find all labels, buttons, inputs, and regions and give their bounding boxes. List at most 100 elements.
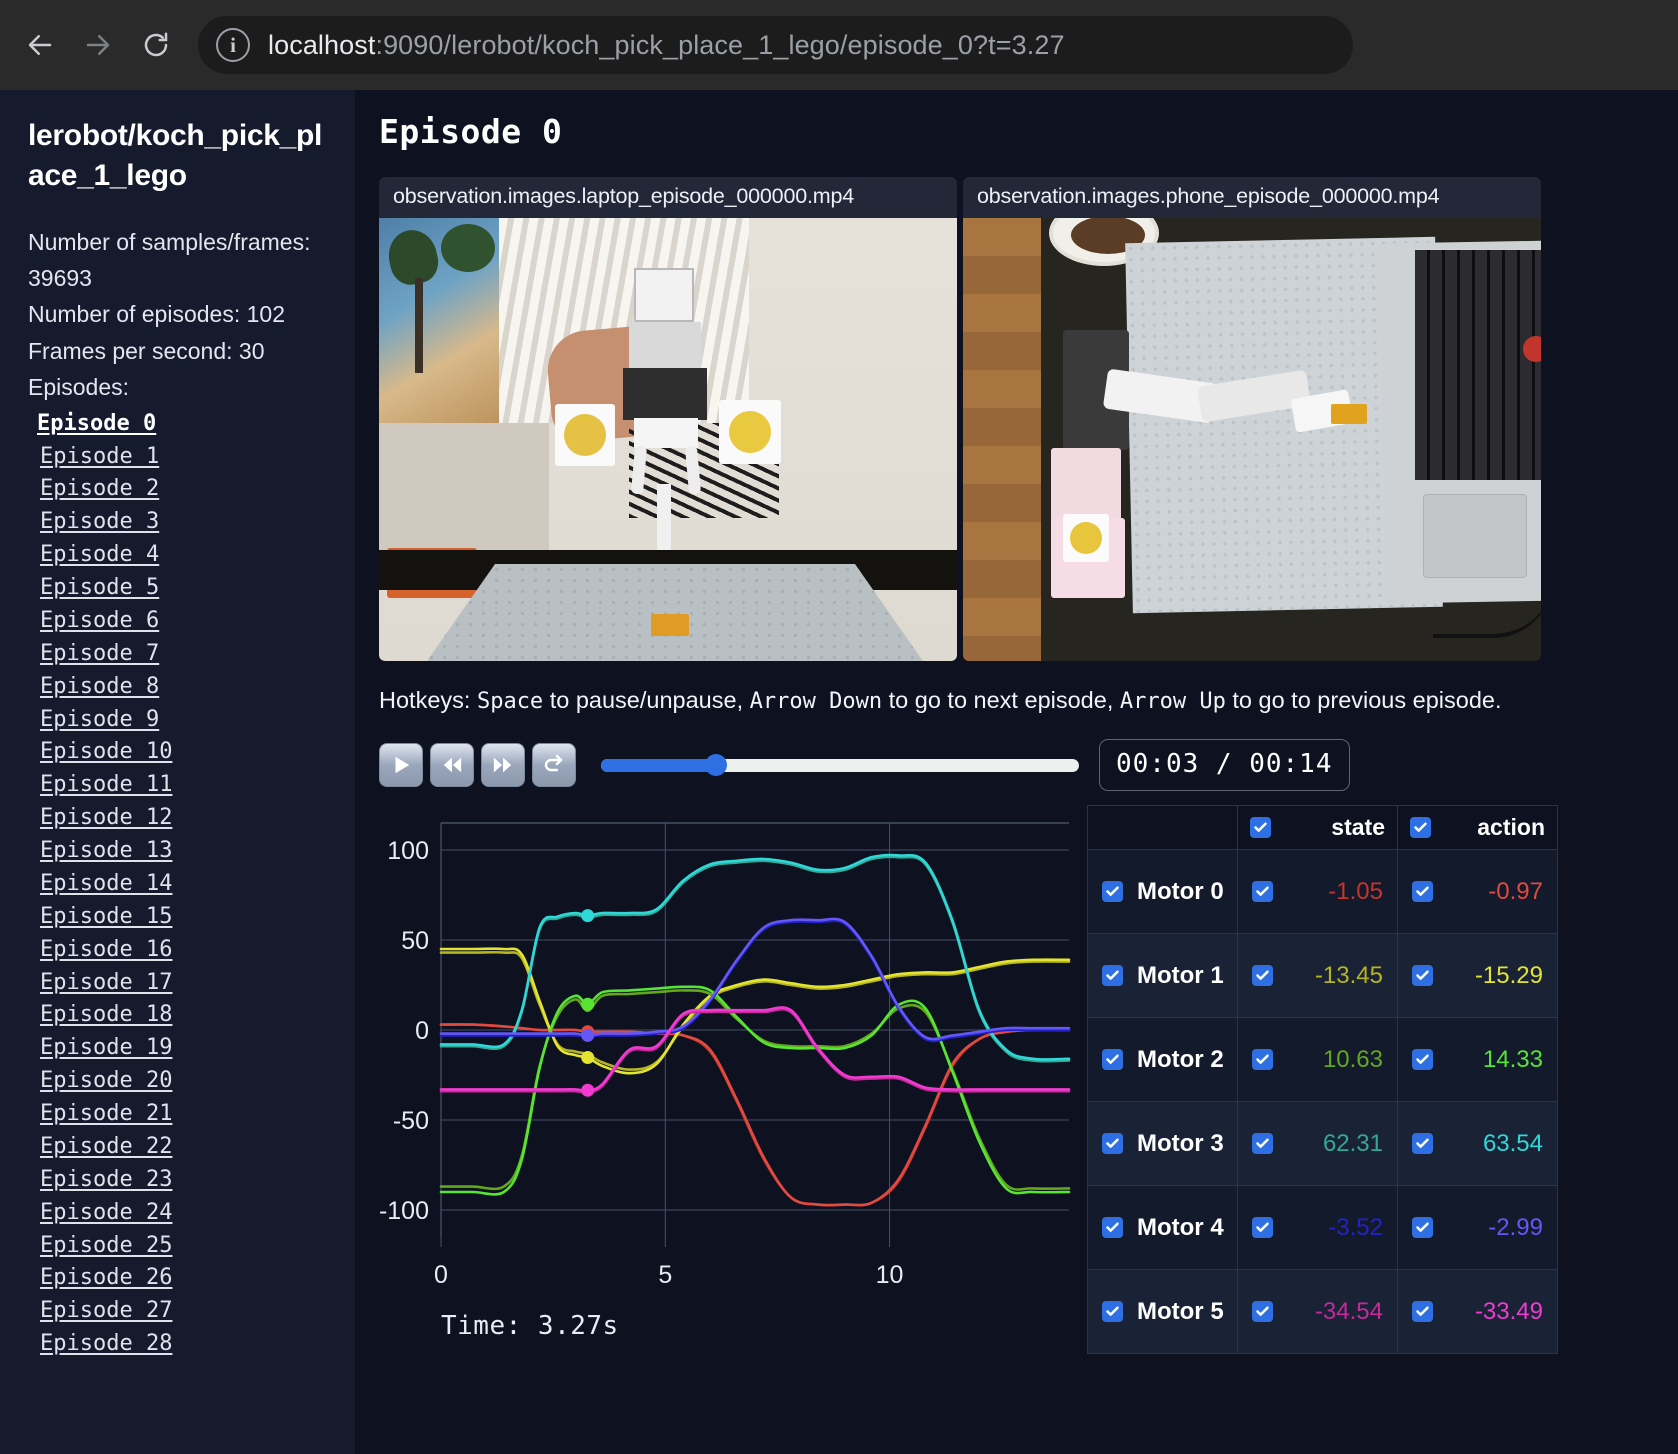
cell-motor-state[interactable]: 10.63	[1237, 1017, 1398, 1102]
cell-motor-action[interactable]: 14.33	[1397, 1017, 1558, 1102]
sidebar-item-episode-12[interactable]: Episode 12	[40, 805, 173, 831]
cell-motor-name[interactable]: Motor 0	[1087, 849, 1238, 934]
cell-motor-state[interactable]: -34.54	[1237, 1269, 1398, 1354]
sidebar-item-episode-23[interactable]: Episode 23	[40, 1166, 173, 1192]
page-title: Episode 0	[379, 112, 563, 151]
motor-4-checkbox[interactable]	[1102, 1217, 1123, 1238]
sidebar-item-episode-16[interactable]: Episode 16	[40, 936, 173, 962]
motor-0-state-checkbox[interactable]	[1252, 881, 1273, 902]
url-path: :9090/lerobot/koch_pick_place_1_lego/epi…	[375, 29, 1065, 60]
cell-motor-action[interactable]: -2.99	[1397, 1185, 1558, 1270]
back-button[interactable]	[14, 19, 66, 71]
motor-2-state-checkbox[interactable]	[1252, 1049, 1273, 1070]
sidebar-item-episode-3[interactable]: Episode 3	[40, 509, 160, 535]
sidebar-item-episode-8[interactable]: Episode 8	[40, 673, 160, 699]
sidebar-item-episode-19[interactable]: Episode 19	[40, 1035, 173, 1061]
sidebar-item-episode-14[interactable]: Episode 14	[40, 870, 173, 896]
cell-motor-state[interactable]: 62.31	[1237, 1101, 1398, 1186]
sidebar-item-episode-21[interactable]: Episode 21	[40, 1101, 173, 1127]
cell-motor-state[interactable]: -13.45	[1237, 933, 1398, 1018]
motor-1-state-checkbox[interactable]	[1252, 965, 1273, 986]
cell-motor-name[interactable]: Motor 4	[1087, 1185, 1238, 1270]
motor-4-label: Motor 4	[1137, 1213, 1224, 1241]
info-circle-icon[interactable]: i	[216, 28, 250, 62]
reload-button[interactable]	[130, 19, 182, 71]
motor-3-action-checkbox[interactable]	[1412, 1133, 1433, 1154]
loop-button[interactable]	[532, 743, 576, 787]
sidebar-item-episode-4[interactable]: Episode 4	[40, 542, 160, 568]
cell-motor-action[interactable]: -33.49	[1397, 1269, 1558, 1354]
svg-text:-100: -100	[379, 1197, 429, 1225]
cell-motor-name[interactable]: Motor 2	[1087, 1017, 1238, 1102]
address-bar[interactable]: i localhost:9090/lerobot/koch_pick_place…	[198, 16, 1353, 74]
seek-fill	[601, 758, 716, 772]
sidebar-item-episode-26[interactable]: Episode 26	[40, 1265, 173, 1291]
motor-2-checkbox[interactable]	[1102, 1049, 1123, 1070]
data-visualization-area: -100 -50 0 50 100 0 5 10 Time: 3.27s	[379, 805, 1678, 1354]
video-title-laptop: observation.images.laptop_episode_000000…	[379, 177, 957, 218]
browser-toolbar: i localhost:9090/lerobot/koch_pick_place…	[0, 0, 1678, 90]
sidebar-item-episode-6[interactable]: Episode 6	[40, 607, 160, 633]
sidebar-item-episode-2[interactable]: Episode 2	[40, 476, 160, 502]
fps-label: Frames per second: 30	[28, 337, 265, 364]
sidebar-item-episode-22[interactable]: Episode 22	[40, 1133, 173, 1159]
motor-0-action-checkbox[interactable]	[1412, 881, 1433, 902]
motor-3-action-value: 63.54	[1482, 1129, 1543, 1157]
forward-button[interactable]	[72, 19, 124, 71]
sidebar-item-episode-17[interactable]: Episode 17	[40, 969, 173, 995]
motor-2-state-value: 10.63	[1322, 1045, 1383, 1073]
cell-motor-name[interactable]: Motor 1	[1087, 933, 1238, 1018]
sidebar-item-episode-13[interactable]: Episode 13	[40, 838, 173, 864]
video-player-phone[interactable]	[963, 218, 1541, 661]
video-player-laptop[interactable]	[379, 218, 957, 661]
seek-slider[interactable]	[601, 743, 1079, 787]
sidebar-item-episode-10[interactable]: Episode 10	[40, 739, 173, 765]
motor-4-action-checkbox[interactable]	[1412, 1217, 1433, 1238]
cell-motor-action[interactable]: 63.54	[1397, 1101, 1558, 1186]
sidebar-item-episode-15[interactable]: Episode 15	[40, 903, 173, 929]
table-row: Motor 0 -1.05 -0.97	[1087, 849, 1558, 934]
sidebar-item-episode-1[interactable]: Episode 1	[40, 443, 160, 469]
sidebar-item-episode-28[interactable]: Episode 28	[40, 1331, 173, 1357]
motor-4-state-value: -3.52	[1328, 1213, 1383, 1241]
sidebar-item-episode-27[interactable]: Episode 27	[40, 1298, 173, 1324]
motor-4-state-checkbox[interactable]	[1252, 1217, 1273, 1238]
cell-motor-name[interactable]: Motor 5	[1087, 1269, 1238, 1354]
sidebar-item-episode-20[interactable]: Episode 20	[40, 1068, 173, 1094]
motor-0-checkbox[interactable]	[1102, 881, 1123, 902]
sidebar-item-episode-11[interactable]: Episode 11	[40, 772, 173, 798]
cell-motor-state[interactable]: -1.05	[1237, 849, 1398, 934]
header-cell-action[interactable]: action	[1397, 805, 1558, 850]
play-button[interactable]	[379, 743, 423, 787]
motor-5-action-checkbox[interactable]	[1412, 1301, 1433, 1322]
sidebar-item-episode-25[interactable]: Episode 25	[40, 1232, 173, 1258]
motor-5-checkbox[interactable]	[1102, 1301, 1123, 1322]
motor-1-checkbox[interactable]	[1102, 965, 1123, 986]
rewind-button[interactable]	[430, 743, 474, 787]
cell-motor-action[interactable]: -15.29	[1397, 933, 1558, 1018]
sidebar-item-episode-7[interactable]: Episode 7	[40, 640, 160, 666]
header-cell-state[interactable]: state	[1237, 805, 1398, 850]
fast-forward-button[interactable]	[481, 743, 525, 787]
motor-2-action-checkbox[interactable]	[1412, 1049, 1433, 1070]
motor-timeseries-chart[interactable]: -100 -50 0 50 100 0 5 10	[379, 805, 1079, 1305]
seek-track[interactable]	[601, 758, 1079, 772]
motor-1-action-checkbox[interactable]	[1412, 965, 1433, 986]
motor-5-state-checkbox[interactable]	[1252, 1301, 1273, 1322]
video-card-phone: observation.images.phone_episode_000000.…	[963, 177, 1541, 661]
sidebar-item-episode-9[interactable]: Episode 9	[40, 706, 160, 732]
sidebar-item-episode-5[interactable]: Episode 5	[40, 575, 160, 601]
motor-3-state-checkbox[interactable]	[1252, 1133, 1273, 1154]
sidebar-item-episode-18[interactable]: Episode 18	[40, 1002, 173, 1028]
cell-motor-name[interactable]: Motor 3	[1087, 1101, 1238, 1186]
action-column-checkbox[interactable]	[1410, 817, 1431, 838]
cell-motor-state[interactable]: -3.52	[1237, 1185, 1398, 1270]
seek-thumb[interactable]	[704, 754, 727, 776]
sidebar-item-episode-0[interactable]: Episode 0	[37, 410, 157, 436]
cell-motor-action[interactable]: -0.97	[1397, 849, 1558, 934]
sidebar-item-episode-24[interactable]: Episode 24	[40, 1199, 173, 1225]
table-header-row: state action	[1087, 805, 1558, 850]
play-icon	[390, 754, 412, 776]
state-column-checkbox[interactable]	[1250, 817, 1271, 838]
motor-3-checkbox[interactable]	[1102, 1133, 1123, 1154]
